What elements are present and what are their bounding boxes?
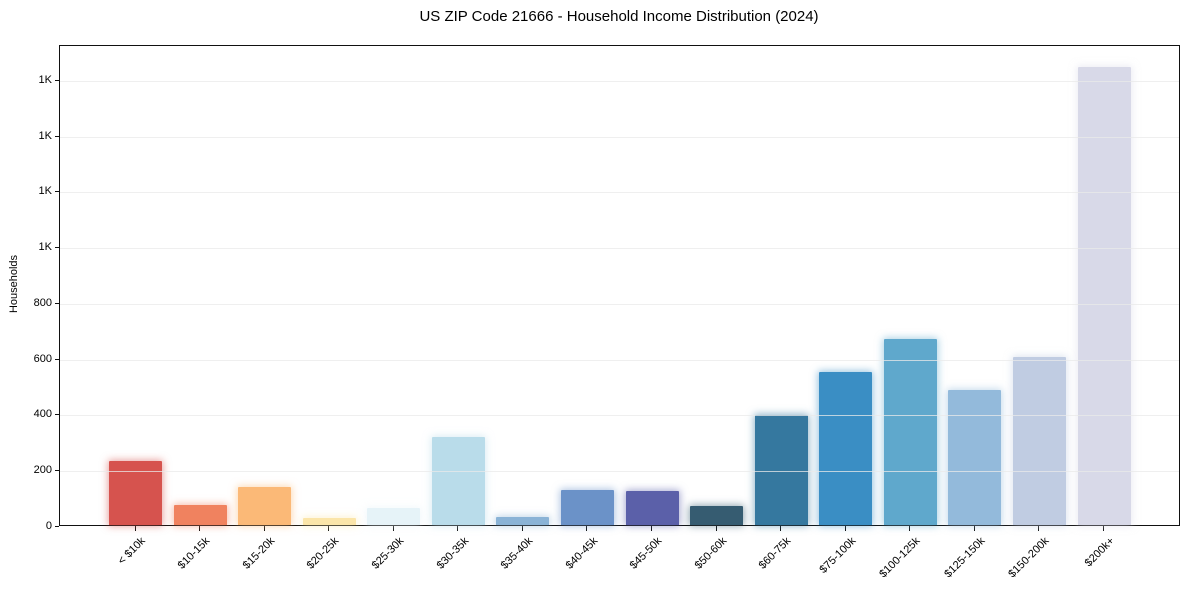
chart-title: US ZIP Code 21666 - Household Income Dis…: [419, 8, 819, 25]
gridline: [60, 415, 1179, 417]
x-tick-mark: [134, 526, 136, 531]
bar-200k: [1077, 66, 1131, 525]
y-tick-mark: [55, 526, 59, 527]
bar-75-100k: [819, 372, 873, 525]
x-tick-label: $200k+: [1082, 535, 1117, 570]
y-tick-label: 600: [33, 352, 52, 365]
gridline: [60, 471, 1179, 473]
gridline: [60, 80, 1179, 82]
x-tick-label: $100-125k: [877, 535, 923, 581]
x-tick-mark: [328, 526, 330, 531]
gridline: [60, 248, 1179, 250]
y-tick-mark: [55, 79, 59, 81]
x-tick-label: $45-50k: [627, 535, 665, 572]
bar-100-125k: [883, 338, 937, 525]
x-tick-mark: [392, 526, 394, 531]
x-tick-label: < $10k: [115, 535, 148, 568]
y-tick-label: 1K: [38, 129, 52, 142]
x-tick-mark: [457, 526, 459, 531]
gridline: [60, 359, 1179, 361]
y-tick-mark: [55, 470, 59, 472]
bar-25-30k: [367, 507, 421, 525]
y-tick-label: 1K: [38, 73, 52, 86]
gridline: [60, 303, 1179, 305]
x-tick-mark: [909, 526, 911, 531]
bar-40-45k: [560, 490, 614, 525]
x-tick-mark: [586, 526, 588, 531]
x-tick-mark: [1103, 526, 1105, 531]
x-tick-mark: [199, 526, 201, 531]
y-tick-label: 400: [33, 408, 52, 421]
y-tick-label: 1K: [38, 241, 52, 254]
bar-45-50k: [625, 490, 679, 525]
bar-60-75k: [754, 415, 808, 525]
y-tick-label: 0: [45, 520, 52, 532]
x-tick-mark: [651, 526, 653, 531]
y-tick-mark: [55, 247, 59, 249]
x-tick-label: $60-75k: [757, 535, 794, 572]
x-tick-mark: [715, 526, 717, 531]
bar-30-35k: [431, 437, 485, 525]
gridline: [60, 136, 1179, 138]
x-tick-mark: [973, 526, 975, 531]
bar-125-150k: [948, 390, 1002, 525]
plot-area: [59, 45, 1180, 526]
y-tick-mark: [55, 302, 59, 304]
bar-10-15k: [173, 504, 227, 525]
y-tick-label: 200: [33, 464, 52, 477]
x-tick-label: $75-100k: [817, 535, 859, 576]
x-tick-label: $40-45k: [563, 535, 600, 572]
x-tick-mark: [844, 526, 846, 531]
x-tick-label: $50-60k: [692, 535, 730, 572]
x-tick-label: $125-150k: [942, 535, 988, 581]
x-tick-label: $30-35k: [434, 535, 471, 572]
x-tick-label: $10-15k: [175, 535, 213, 572]
bar-150-200k: [1012, 356, 1066, 525]
x-tick-mark: [1038, 526, 1040, 531]
x-tick-label: $150-200k: [1006, 535, 1052, 581]
x-tick-mark: [263, 526, 265, 531]
y-tick-label: 800: [33, 296, 52, 309]
y-tick-mark: [55, 135, 59, 137]
x-tick-mark: [780, 526, 782, 531]
bar-50-60k: [690, 506, 744, 525]
bar-20-25k: [302, 518, 356, 525]
bar-35-40k: [496, 517, 550, 525]
x-tick-label: $15-20k: [240, 535, 278, 572]
x-tick-label: $35-40k: [498, 535, 536, 572]
x-tick-label: $20-25k: [305, 535, 342, 572]
x-tick-label: $25-30k: [369, 535, 407, 572]
y-tick-label: 1K: [38, 185, 52, 198]
gridline: [60, 192, 1179, 194]
y-tick-mark: [55, 191, 59, 193]
y-tick-mark: [55, 414, 59, 416]
bar-15-20k: [238, 486, 292, 525]
y-tick-mark: [55, 358, 59, 360]
x-tick-mark: [521, 526, 523, 531]
